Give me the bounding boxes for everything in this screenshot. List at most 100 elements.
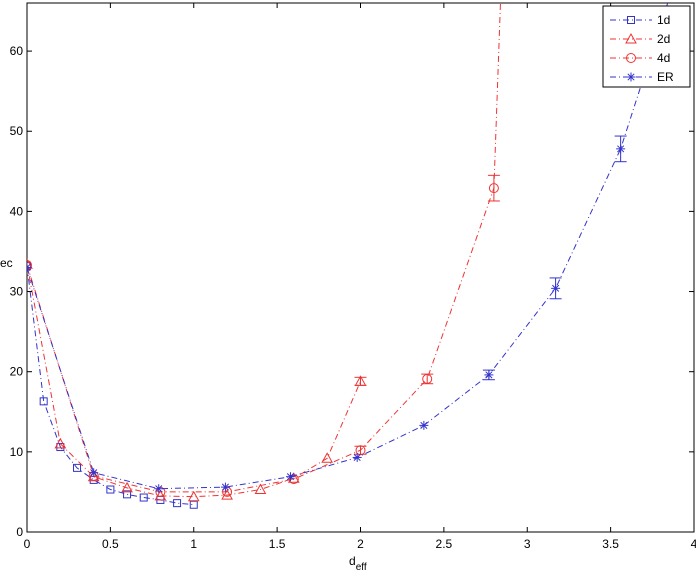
series-4d-point [288, 474, 299, 485]
series-2d-point-shape [254, 483, 267, 495]
series-1d-point [173, 499, 182, 508]
series-4d-point [27, 260, 32, 271]
series-ER-point [352, 452, 362, 462]
series-ER-point [484, 370, 494, 380]
x-tick-label: 3.5 [602, 537, 619, 551]
legend-swatch-marker-shape [627, 73, 635, 81]
series-2d-point [187, 490, 200, 502]
y-tick-label: 10 [10, 445, 24, 459]
y-tick-label: 40 [10, 204, 24, 218]
x-tick-label: 1.5 [269, 537, 286, 551]
legend-label: 4d [657, 51, 670, 65]
legend-item-4d: 4d [610, 51, 670, 65]
series-4d-point-shape [488, 183, 499, 194]
x-tick-label: 4 [691, 537, 696, 551]
series-2d-point-shape [54, 437, 67, 449]
series-ER-point-shape [286, 473, 295, 481]
x-tick-label: 2 [357, 537, 364, 551]
series-ER-point-shape [420, 421, 428, 429]
series-ER-point-shape [552, 284, 560, 292]
series-4d [27, 3, 501, 497]
series-2d-point-shape [27, 258, 33, 269]
series-1d-point [139, 493, 148, 502]
x-axis-label-sub: eff [356, 562, 367, 573]
series-ER-point [220, 482, 230, 492]
y-tick-label: 60 [10, 44, 24, 58]
series-2d-point-shape [187, 490, 200, 502]
series-2d-point-shape [221, 489, 233, 500]
series-1d-point-shape [39, 397, 48, 406]
x-tick-label: 0.5 [102, 537, 119, 551]
series-ER-point-shape [90, 469, 98, 477]
legend-label: ER [657, 70, 674, 84]
legend-swatch-marker-shape [627, 16, 635, 24]
legend-swatch-marker [625, 32, 637, 44]
legend-item-1d: 1d [610, 13, 670, 27]
legend-label: 2d [657, 32, 670, 46]
series-2d-point [354, 375, 367, 386]
series-ER-point-shape [221, 483, 229, 491]
series-ER-point-shape [27, 266, 31, 272]
series-1d-point [123, 490, 132, 499]
series-ER-point [551, 283, 561, 293]
y-tick-label: 50 [10, 124, 24, 138]
series-2d-point [321, 452, 333, 463]
y-tick-label: 0 [16, 525, 23, 539]
series-2d-point [254, 483, 267, 495]
series-2d-point-shape [321, 452, 333, 463]
legend-swatch-marker [626, 53, 636, 63]
series-1d-point-shape [189, 500, 198, 509]
series-2d-point [27, 258, 33, 269]
series-ER-point-shape [485, 371, 493, 379]
series-2d-point [121, 481, 133, 493]
legend: 1d 2d 4d ER [602, 5, 691, 88]
series-1d-point [73, 463, 82, 472]
series-2d-line [27, 264, 361, 498]
series-1d-line [27, 265, 194, 506]
series-4d-point-shape [422, 373, 433, 384]
series-2d-point [221, 489, 233, 500]
series-2d-point [54, 437, 67, 449]
legend-swatch-marker [627, 16, 635, 24]
series-layer [27, 3, 669, 509]
series-2d-point-shape [121, 481, 133, 493]
series-1d-point-shape [106, 485, 115, 494]
x-tick-label: 1 [190, 537, 197, 551]
series-ER-point [616, 144, 626, 154]
legend-swatch-marker-shape [625, 32, 637, 44]
series-ER-point [285, 472, 295, 482]
series-1d-point-shape [139, 493, 148, 502]
series-ER-point-shape [27, 263, 31, 269]
series-ER-point [27, 263, 32, 272]
legend-swatch-marker-shape [626, 53, 636, 63]
series-ER-point-shape [353, 453, 361, 462]
series-1d-point [106, 485, 115, 494]
series-4d-point [488, 183, 499, 194]
x-tick-label: 0 [24, 537, 31, 551]
y-tick-label: 20 [10, 365, 24, 379]
series-4d-point-shape [27, 260, 32, 271]
series-1d-point-shape [173, 499, 182, 508]
series-4d-line [27, 3, 501, 493]
legend-label: 1d [657, 13, 670, 27]
series-4d-point [422, 373, 433, 384]
x-axis-label-main: d [349, 554, 356, 568]
x-tick-label: 2.5 [436, 537, 453, 551]
series-ER [27, 3, 669, 494]
series-ER-point [89, 468, 99, 478]
series-1d-point [189, 500, 198, 509]
series-2d-point-shape [354, 375, 367, 386]
x-axis-label: deff [349, 554, 367, 573]
series-ER-point [154, 484, 164, 494]
legend-item-2d: 2d [610, 32, 670, 46]
legend-item-ER: ER [610, 70, 674, 84]
series-ER-point-shape [617, 145, 625, 153]
series-1d-point-shape [123, 490, 132, 499]
plot-area [26, 2, 695, 533]
series-ER-point-shape [155, 485, 163, 493]
x-tick-label: 3 [524, 537, 531, 551]
series-1d-point [39, 397, 48, 406]
y-tick-label: 30 [10, 285, 24, 299]
